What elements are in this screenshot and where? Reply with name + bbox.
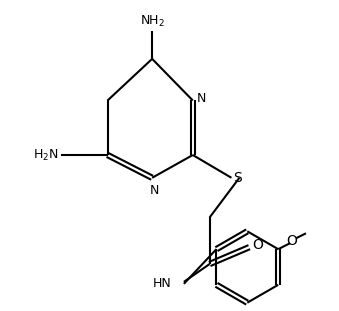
Text: S: S bbox=[234, 171, 242, 185]
Text: HN: HN bbox=[153, 277, 172, 290]
Text: N: N bbox=[149, 184, 159, 197]
Text: O: O bbox=[252, 238, 263, 252]
Text: NH$_2$: NH$_2$ bbox=[140, 14, 165, 29]
Text: N: N bbox=[197, 92, 206, 105]
Text: H$_2$N: H$_2$N bbox=[34, 147, 59, 163]
Text: O: O bbox=[287, 234, 298, 248]
